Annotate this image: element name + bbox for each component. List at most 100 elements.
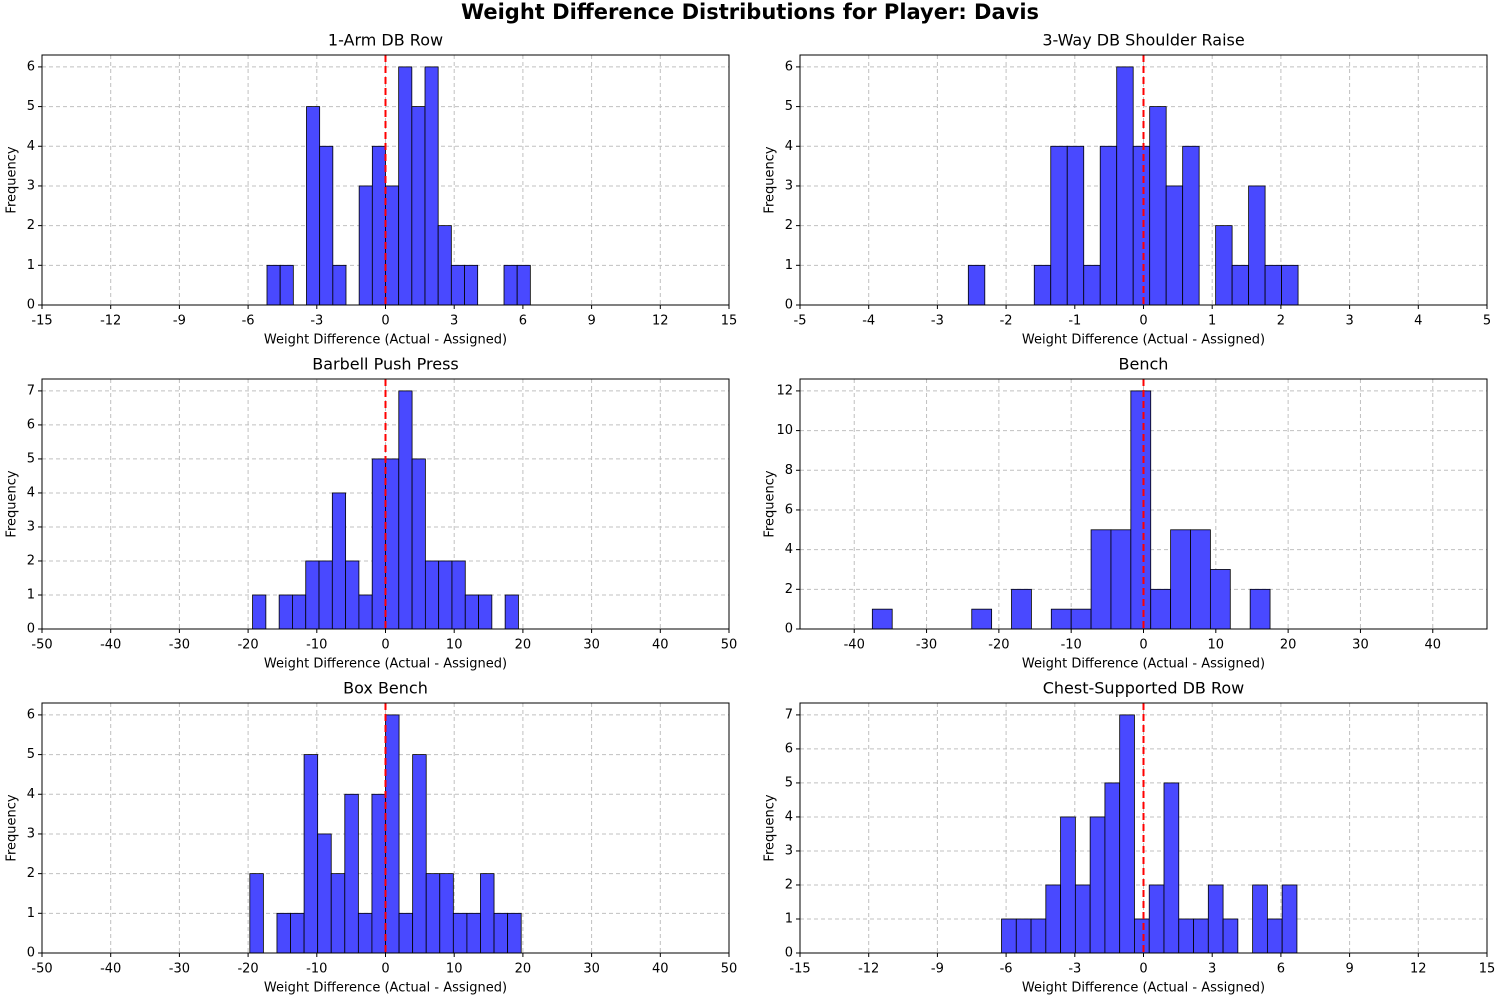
- y-tick-label: 2: [27, 866, 35, 881]
- histogram-bar: [1163, 782, 1180, 954]
- x-tick-label: 50: [721, 962, 738, 977]
- y-tick-label: 4: [27, 787, 35, 802]
- histogram-bar: [493, 912, 509, 954]
- y-tick-label: 2: [785, 218, 793, 233]
- subplot: -40 -30 -20 -10 0 10 20 30 40 0 2 4 6 8 10 12 Bench Weigh…: [763, 355, 1488, 672]
- y-tick-label: 4: [27, 485, 35, 500]
- x-tick-label: -2: [1000, 314, 1013, 329]
- x-tick-label: -12: [100, 314, 121, 329]
- histogram-bar: [1165, 185, 1184, 306]
- x-tick-label: 20: [515, 638, 532, 653]
- histogram-bar: [507, 912, 522, 954]
- histogram-bar: [1252, 884, 1268, 954]
- x-tick-label: 0: [381, 638, 389, 653]
- x-tick-label: 0: [381, 314, 389, 329]
- histogram-bar: [411, 458, 426, 630]
- histogram-bar: [1248, 185, 1266, 306]
- histogram-bar: [279, 264, 294, 306]
- histogram-bar: [967, 264, 986, 306]
- histogram-bar: [306, 106, 321, 306]
- histogram-bar: [971, 608, 993, 630]
- axes-frame: [799, 378, 1488, 630]
- x-tick-label: -50: [31, 962, 52, 977]
- x-tick-label: -10: [306, 962, 327, 977]
- x-tick-label: -12: [858, 962, 879, 977]
- subplot-title: 3-Way DB Shoulder Raise: [1042, 31, 1244, 50]
- histogram-bar: [330, 873, 346, 954]
- histogram-bar: [344, 793, 359, 954]
- y-tick-label: 6: [27, 707, 35, 722]
- histogram-bar: [1222, 918, 1239, 954]
- y-tick-label: 0: [785, 946, 793, 961]
- histogram-bar: [1209, 569, 1231, 630]
- x-tick-label: 50: [721, 638, 738, 653]
- x-tick-label: 20: [515, 962, 532, 977]
- x-tick-label: -9: [931, 962, 944, 977]
- y-tick-label: 2: [785, 582, 793, 597]
- y-tick-label: 5: [785, 99, 793, 114]
- y-tick-label: 3: [785, 178, 793, 193]
- x-tick-label: -6: [1000, 962, 1013, 977]
- y-tick-label: 10: [776, 423, 793, 438]
- histogram-bar: [1170, 529, 1191, 630]
- y-tick-label: 8: [785, 463, 793, 478]
- histogram-bar: [317, 833, 332, 954]
- x-tick-label: -40: [844, 638, 865, 653]
- subplot-title: Barbell Push Press: [312, 355, 459, 374]
- histogram-bar: [424, 560, 440, 630]
- histogram-bar: [1116, 66, 1134, 306]
- x-tick-label: 9: [587, 314, 595, 329]
- subplot: -50 -40 -30 -20 -10 0 10 20 30 40 50 0 1 2 3 4 5 6 7 Barbel…: [5, 355, 738, 672]
- x-tick-label: -30: [169, 962, 190, 977]
- histogram-bar: [464, 264, 479, 306]
- x-tick-label: -40: [100, 638, 121, 653]
- histogram-bar: [319, 145, 334, 306]
- histogram-bar: [1099, 145, 1118, 306]
- y-tick-label: 3: [785, 843, 793, 858]
- histogram-bar: [504, 594, 519, 630]
- histogram-bar: [478, 594, 493, 630]
- histogram-bar: [266, 264, 281, 306]
- axes-frame: [799, 702, 1488, 954]
- x-tick-label: 0: [1139, 962, 1147, 977]
- y-tick-label: 7: [785, 707, 793, 722]
- histogram-bar: [438, 560, 453, 630]
- x-tick-label: 0: [381, 962, 389, 977]
- histogram-bar: [1231, 264, 1250, 306]
- x-tick-label: 40: [1424, 638, 1441, 653]
- histogram-bar: [1281, 264, 1299, 306]
- y-tick-label: 2: [785, 877, 793, 892]
- y-tick-label: 6: [27, 59, 35, 74]
- x-tick-label: 5: [1483, 314, 1491, 329]
- y-tick-label: 2: [27, 218, 35, 233]
- histogram-bar: [1190, 529, 1211, 630]
- x-tick-label: -15: [31, 314, 52, 329]
- subplot: -15 -12 -9 -6 -3 0 3 6 9 12 1501234567Chest-Suppor…: [763, 679, 1496, 996]
- y-axis-label: Frequency: [5, 794, 20, 861]
- x-tick-label: -40: [100, 962, 121, 977]
- y-tick-label: 0: [27, 622, 35, 637]
- y-tick-label: 0: [27, 946, 35, 961]
- histogram-bar: [331, 492, 347, 630]
- histogram-bar: [411, 106, 426, 306]
- histogram-bar: [503, 264, 518, 306]
- histogram-bar: [358, 185, 373, 306]
- histogram-bar: [292, 594, 307, 630]
- histogram-bar: [371, 145, 386, 306]
- histogram-bar: [305, 560, 320, 630]
- histogram-bar: [439, 873, 454, 954]
- x-tick-label: 2: [1277, 314, 1285, 329]
- histogram-bar: [332, 264, 347, 306]
- histogram-bar: [1070, 608, 1092, 630]
- y-tick-label: 1: [27, 587, 35, 602]
- x-axis-label: Weight Difference (Actual - Assigned): [264, 657, 507, 672]
- y-axis-label: Frequency: [763, 794, 778, 861]
- x-axis-label: Weight Difference (Actual - Assigned): [264, 333, 507, 348]
- x-tick-label: 10: [446, 962, 463, 977]
- axes-frame: [41, 378, 730, 630]
- y-tick-label: 3: [27, 519, 35, 534]
- histogram-bar: [1110, 529, 1132, 630]
- y-tick-label: 1: [27, 906, 35, 921]
- y-tick-label: 12: [776, 383, 793, 398]
